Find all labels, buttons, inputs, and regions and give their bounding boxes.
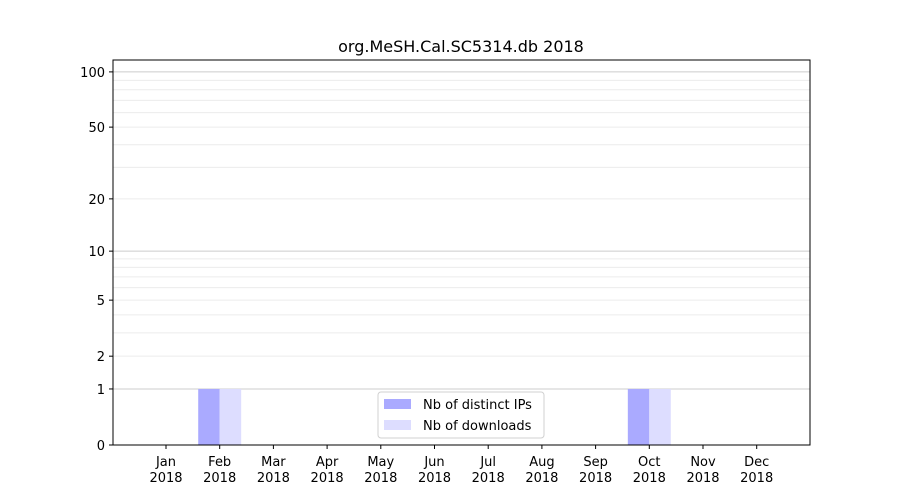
x-tick-label-year: 2018 [257, 471, 290, 486]
bar-distinct-ips [198, 388, 220, 445]
legend-label: Nb of distinct IPs [423, 398, 532, 413]
chart-title: org.MeSH.Cal.SC5314.db 2018 [338, 37, 584, 56]
x-tick-label-year: 2018 [203, 471, 236, 486]
y-axis: 0 1 2 5 10 20 50 100 [80, 66, 113, 454]
bar-downloads [219, 388, 242, 445]
x-tick-label-month: Nov [690, 455, 716, 470]
x-tick-label-month: Jul [479, 455, 496, 470]
x-tick-label-year: 2018 [686, 471, 719, 486]
bar-downloads [649, 388, 671, 445]
legend: Nb of distinct IPs Nb of downloads [377, 391, 545, 439]
x-tick-label-year: 2018 [418, 471, 451, 486]
y-tick-label: 100 [80, 66, 105, 81]
x-tick-label-month: Jan [155, 455, 176, 470]
y-tick-label: 2 [97, 350, 105, 365]
legend-label: Nb of downloads [423, 419, 532, 434]
x-tick-label-year: 2018 [364, 471, 397, 486]
x-tick-label-month: Feb [208, 455, 231, 470]
y-tick-label: 0 [97, 439, 105, 454]
y-tick-label: 10 [88, 245, 105, 260]
grid [113, 71, 810, 390]
x-tick-label-month: Apr [316, 455, 339, 470]
y-tick-label: 50 [88, 121, 105, 136]
x-tick-label-month: Oct [638, 455, 660, 470]
x-axis: Jan2018Feb2018Mar2018Apr2018May2018Jun20… [149, 445, 773, 486]
bar-distinct-ips [627, 388, 650, 445]
y-tick-label: 5 [97, 294, 105, 309]
bars [198, 388, 671, 445]
legend-swatch [384, 399, 411, 409]
legend-swatch [384, 420, 411, 430]
legend-box [377, 391, 545, 439]
x-tick-label-month: Aug [529, 455, 554, 470]
x-tick-label-month: Sep [583, 455, 608, 470]
y-tick-label: 1 [97, 383, 105, 398]
x-tick-label-year: 2018 [525, 471, 558, 486]
x-tick-label-month: Mar [261, 455, 286, 470]
x-tick-label-month: May [367, 455, 394, 470]
x-tick-label-year: 2018 [633, 471, 666, 486]
plot-frame [112, 59, 811, 446]
x-tick-label-year: 2018 [472, 471, 505, 486]
y-tick-label: 20 [88, 193, 105, 208]
x-tick-label-year: 2018 [740, 471, 773, 486]
x-tick-label-year: 2018 [579, 471, 612, 486]
x-tick-label-month: Dec [744, 455, 769, 470]
x-tick-label-month: Jun [423, 455, 444, 470]
x-tick-label-year: 2018 [311, 471, 344, 486]
x-tick-label-year: 2018 [149, 471, 182, 486]
